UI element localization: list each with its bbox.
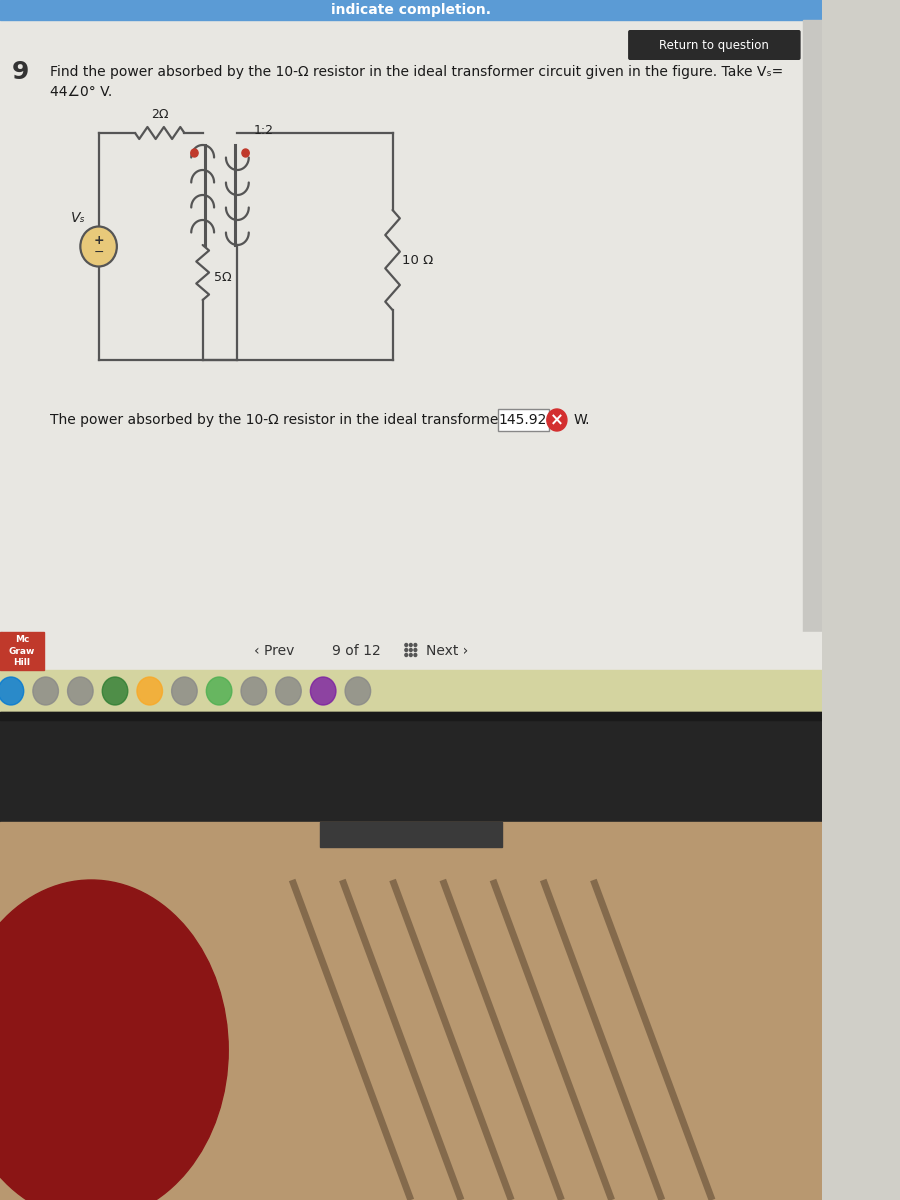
Text: +: + [94,234,104,247]
Circle shape [172,677,197,704]
Circle shape [206,677,232,704]
Circle shape [275,677,302,704]
Circle shape [33,677,58,704]
Bar [0,20,822,670]
Circle shape [345,677,371,704]
Circle shape [68,677,93,704]
Circle shape [414,648,417,652]
Circle shape [405,643,408,647]
Bar [804,20,822,670]
Circle shape [191,149,198,157]
Circle shape [410,654,412,656]
Bar [0,712,822,822]
Text: −: − [94,246,104,259]
Text: Vₛ: Vₛ [71,211,86,226]
Circle shape [410,643,412,647]
Circle shape [547,409,567,431]
Bar [0,0,822,20]
Circle shape [0,677,23,704]
Bar [0,632,2,670]
Text: ×: × [550,410,563,428]
Text: 9: 9 [12,60,29,84]
Text: Find the power absorbed by the 10-Ω resistor in the ideal transformer circuit gi: Find the power absorbed by the 10-Ω resi… [50,65,784,79]
FancyBboxPatch shape [628,30,801,60]
Text: Mc
Graw
Hill: Mc Graw Hill [9,636,35,667]
Text: 2Ω: 2Ω [151,108,168,121]
Text: W.: W. [573,413,590,427]
Text: 44∠0° V.: 44∠0° V. [50,85,112,98]
Circle shape [414,643,417,647]
Circle shape [103,677,128,704]
Bar [320,822,502,847]
Text: The power absorbed by the 10-Ω resistor in the ideal transformer is: The power absorbed by the 10-Ω resistor … [50,413,519,427]
Circle shape [405,654,408,656]
Bar [498,409,549,431]
Text: Next ›: Next › [427,644,469,658]
Bar [0,712,822,720]
Circle shape [414,654,417,656]
Text: 5Ω: 5Ω [213,271,231,284]
Text: Return to question: Return to question [659,38,769,52]
Text: 1:2: 1:2 [254,124,274,137]
Text: ‹ Prev: ‹ Prev [254,644,294,658]
Ellipse shape [0,880,229,1200]
Bar [0,670,822,712]
Circle shape [137,677,163,704]
Bar [0,822,822,1200]
Text: 9 of 12: 9 of 12 [332,644,381,658]
Text: 10 Ω: 10 Ω [401,253,433,266]
Circle shape [405,648,408,652]
Circle shape [310,677,336,704]
Circle shape [410,648,412,652]
Circle shape [242,149,249,157]
Bar [0,632,44,670]
Circle shape [80,227,117,266]
Bar [0,632,822,670]
Circle shape [241,677,266,704]
Text: 145.92: 145.92 [499,413,547,427]
Text: indicate completion.: indicate completion. [331,2,490,17]
